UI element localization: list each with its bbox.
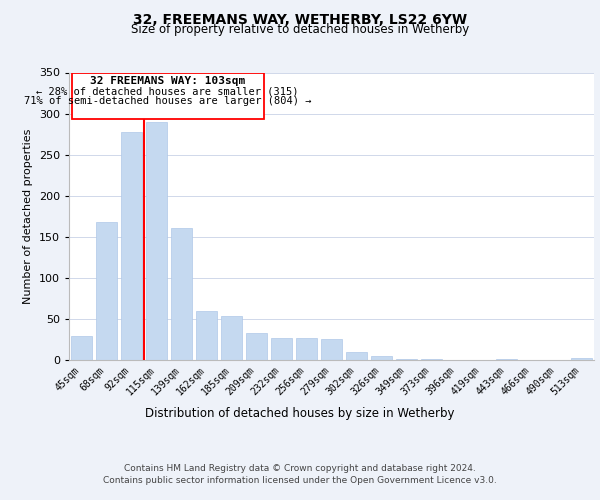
Bar	[171, 228, 192, 360]
Bar	[196, 310, 217, 360]
Bar	[571, 358, 592, 360]
Bar	[121, 132, 142, 360]
Bar	[221, 316, 242, 360]
Bar	[421, 359, 442, 360]
Bar	[96, 222, 117, 360]
Text: 71% of semi-detached houses are larger (804) →: 71% of semi-detached houses are larger (…	[24, 96, 311, 106]
Text: ← 28% of detached houses are smaller (315): ← 28% of detached houses are smaller (31…	[37, 86, 299, 97]
Text: Contains public sector information licensed under the Open Government Licence v3: Contains public sector information licen…	[103, 476, 497, 485]
Bar	[371, 356, 392, 360]
Bar	[396, 359, 417, 360]
Text: Size of property relative to detached houses in Wetherby: Size of property relative to detached ho…	[131, 24, 469, 36]
Text: Distribution of detached houses by size in Wetherby: Distribution of detached houses by size …	[145, 408, 455, 420]
Bar	[146, 122, 167, 360]
Y-axis label: Number of detached properties: Number of detached properties	[23, 128, 33, 304]
Bar	[321, 338, 342, 360]
Bar	[496, 359, 517, 360]
Text: Contains HM Land Registry data © Crown copyright and database right 2024.: Contains HM Land Registry data © Crown c…	[124, 464, 476, 473]
Text: 32, FREEMANS WAY, WETHERBY, LS22 6YW: 32, FREEMANS WAY, WETHERBY, LS22 6YW	[133, 12, 467, 26]
Bar	[346, 352, 367, 360]
Bar	[271, 338, 292, 360]
Text: 32 FREEMANS WAY: 103sqm: 32 FREEMANS WAY: 103sqm	[90, 76, 245, 86]
Bar	[296, 338, 317, 360]
FancyBboxPatch shape	[71, 72, 264, 120]
Bar	[71, 336, 92, 360]
Bar	[246, 333, 267, 360]
